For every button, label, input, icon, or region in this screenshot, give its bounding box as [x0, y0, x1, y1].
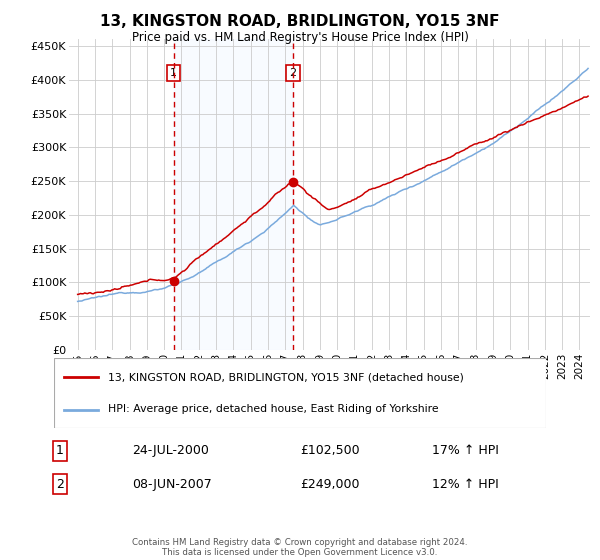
Text: HPI: Average price, detached house, East Riding of Yorkshire: HPI: Average price, detached house, East… [108, 404, 439, 414]
Text: 08-JUN-2007: 08-JUN-2007 [132, 478, 212, 491]
Text: 1: 1 [170, 68, 177, 78]
Text: £249,000: £249,000 [300, 478, 359, 491]
Text: Contains HM Land Registry data © Crown copyright and database right 2024.
This d: Contains HM Land Registry data © Crown c… [132, 538, 468, 557]
FancyBboxPatch shape [54, 358, 546, 428]
Text: 2: 2 [56, 478, 64, 491]
Text: £102,500: £102,500 [300, 444, 359, 458]
Bar [173, 39, 293, 350]
Text: 13, KINGSTON ROAD, BRIDLINGTON, YO15 3NF: 13, KINGSTON ROAD, BRIDLINGTON, YO15 3NF [100, 14, 500, 29]
Text: 17% ↑ HPI: 17% ↑ HPI [432, 444, 499, 458]
Text: 12% ↑ HPI: 12% ↑ HPI [432, 478, 499, 491]
Text: 13, KINGSTON ROAD, BRIDLINGTON, YO15 3NF (detached house): 13, KINGSTON ROAD, BRIDLINGTON, YO15 3NF… [108, 372, 464, 382]
Text: 24-JUL-2000: 24-JUL-2000 [132, 444, 209, 458]
Text: 1: 1 [56, 444, 64, 458]
Text: 2: 2 [290, 68, 296, 78]
Text: Price paid vs. HM Land Registry's House Price Index (HPI): Price paid vs. HM Land Registry's House … [131, 31, 469, 44]
